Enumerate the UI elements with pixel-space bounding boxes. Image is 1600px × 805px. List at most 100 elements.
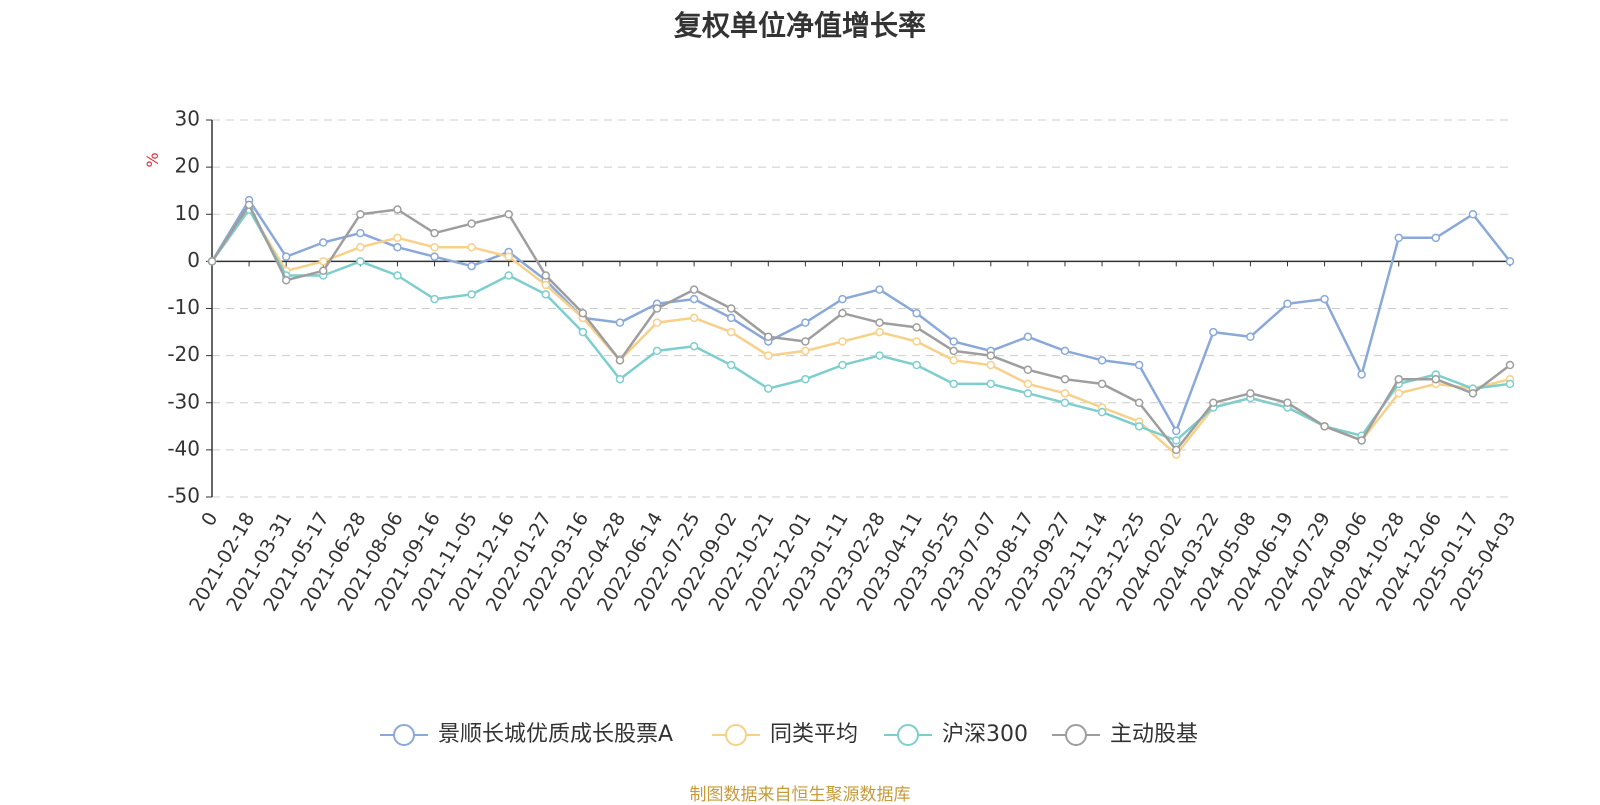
axes: 3020100-10-20-30-40-50%02021-02-182021-0…	[143, 107, 1520, 616]
data-point	[356, 257, 365, 266]
data-point	[615, 318, 625, 327]
y-tick-label: -30	[167, 389, 200, 413]
data-point	[726, 304, 736, 313]
data-point	[875, 351, 884, 360]
data-point	[430, 294, 439, 304]
data-point	[652, 304, 662, 313]
data-point	[578, 308, 588, 318]
data-point	[1134, 422, 1144, 431]
chart-title: 复权单位净值增长率	[673, 9, 926, 42]
data-point	[504, 271, 513, 280]
data-point	[356, 228, 365, 238]
data-point	[615, 356, 625, 365]
data-point	[319, 257, 328, 266]
data-point	[1394, 374, 1403, 384]
data-point	[1283, 299, 1292, 309]
data-point	[1505, 379, 1515, 389]
series-line	[210, 208, 1511, 442]
data-point	[1171, 445, 1181, 455]
data-point	[1505, 360, 1515, 370]
data-point	[875, 327, 884, 337]
data-point	[207, 257, 217, 266]
data-point	[838, 337, 847, 346]
data-point	[467, 219, 476, 228]
data-point	[504, 210, 513, 219]
data-point	[430, 228, 439, 238]
legend-label: 沪深300	[942, 722, 1028, 747]
x-tick-label: 0	[197, 509, 222, 530]
data-point	[1171, 436, 1181, 445]
data-point	[801, 374, 810, 384]
data-point	[430, 252, 439, 261]
legend-marker	[1065, 724, 1087, 746]
data-point	[838, 294, 847, 304]
legend-marker	[725, 724, 747, 746]
data-point	[1097, 356, 1107, 365]
data-point	[1023, 332, 1033, 342]
data-point	[689, 285, 699, 294]
data-point	[764, 384, 773, 393]
y-tick-label: -50	[167, 484, 200, 508]
data-point	[1060, 346, 1070, 356]
data-point	[467, 261, 476, 271]
data-point	[1431, 233, 1441, 243]
data-point	[838, 360, 847, 370]
data-point	[393, 271, 402, 280]
data-point	[393, 233, 402, 243]
data-point	[504, 252, 513, 261]
data-point	[1023, 365, 1033, 375]
data-point	[1209, 398, 1218, 407]
data-point	[949, 346, 958, 356]
legend-marker	[393, 724, 415, 746]
data-point	[1134, 398, 1144, 407]
data-point	[949, 356, 958, 365]
data-point	[1097, 379, 1107, 389]
legend-label: 景顺长城优质成长股票A	[438, 722, 673, 747]
data-point	[1283, 398, 1292, 407]
data-point	[726, 313, 736, 323]
data-point	[986, 360, 996, 370]
data-point	[1246, 332, 1255, 342]
data-point	[1134, 360, 1144, 370]
data-point	[764, 332, 773, 342]
data-point	[912, 337, 921, 346]
data-point	[986, 351, 996, 360]
data-point	[615, 374, 625, 384]
data-point	[1394, 389, 1403, 398]
data-point	[1023, 389, 1033, 398]
data-point	[1171, 426, 1181, 436]
y-tick-label: 10	[175, 201, 200, 225]
data-point	[949, 337, 958, 346]
data-point	[912, 308, 921, 318]
data-point	[838, 308, 847, 318]
y-tick-label: -10	[167, 295, 200, 319]
grid-lines	[212, 119, 1510, 498]
data-point	[652, 318, 662, 327]
data-point	[1320, 422, 1329, 431]
data-point	[764, 351, 773, 360]
data-point	[1431, 374, 1441, 384]
data-point	[986, 379, 996, 389]
y-axis-label: %	[143, 152, 162, 167]
data-point	[1394, 233, 1403, 243]
data-point	[541, 271, 551, 280]
data-point	[801, 337, 810, 346]
series-line	[210, 203, 1511, 452]
y-tick-label: 20	[175, 154, 200, 178]
data-point	[726, 327, 736, 337]
data-source-note: 制图数据来自恒生聚源数据库	[689, 785, 911, 805]
data-point	[1060, 398, 1070, 407]
data-point	[393, 205, 402, 214]
data-point	[912, 360, 921, 370]
data-point	[689, 341, 699, 351]
data-point	[578, 327, 588, 337]
legend: 景顺长城优质成长股票A 同类平均 沪深300 主动股基	[380, 722, 1198, 747]
data-point	[393, 242, 402, 252]
y-tick-label: -20	[167, 342, 200, 366]
line-chart: 3020100-10-20-30-40-50%02021-02-182021-0…	[143, 107, 1520, 748]
data-point	[689, 294, 699, 304]
data-point	[912, 323, 921, 332]
data-point	[801, 346, 810, 356]
data-point	[244, 200, 254, 210]
data-point	[356, 242, 365, 252]
